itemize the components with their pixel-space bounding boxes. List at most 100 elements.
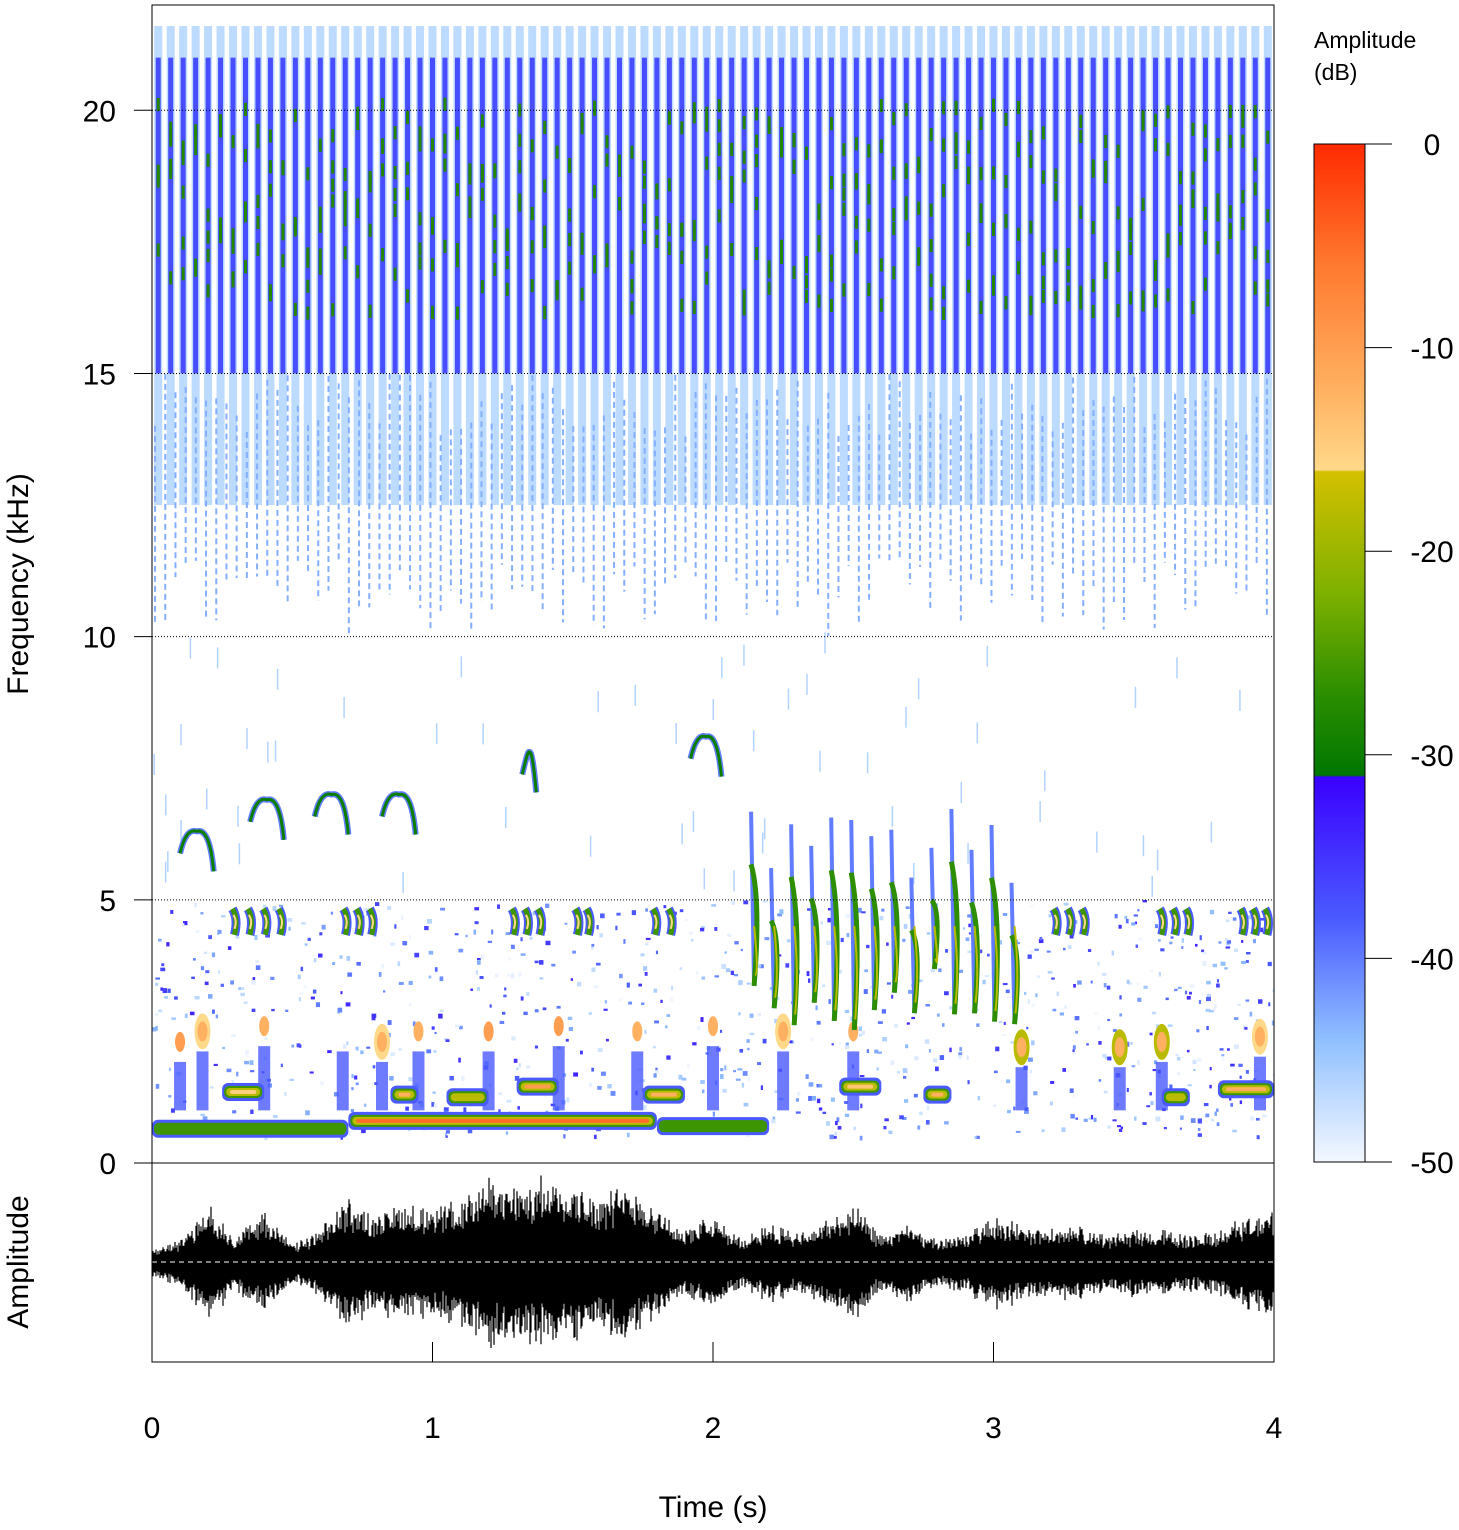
high-band-pulse-peak — [929, 297, 933, 311]
background-speckle — [653, 1046, 657, 1049]
background-speckle — [844, 1009, 850, 1014]
background-speckle — [1225, 919, 1230, 923]
trill-note-core — [1081, 914, 1086, 930]
high-band-pulse-peak — [742, 289, 746, 303]
background-speckle — [679, 967, 683, 970]
high-band-pulse — [504, 57, 510, 374]
background-speckle — [390, 1052, 396, 1057]
background-speckle — [1262, 1114, 1267, 1118]
high-band-pulse-peak — [169, 133, 173, 147]
background-speckle — [1142, 1122, 1147, 1125]
background-speckle — [252, 977, 256, 981]
high-band-pulse-peak — [929, 203, 933, 217]
high-band-pulse-peak — [742, 150, 746, 164]
background-speckle — [925, 1119, 930, 1125]
background-speckle — [503, 994, 507, 998]
high-band-pulse-peak — [879, 139, 883, 153]
background-speckle — [398, 1048, 402, 1051]
background-speckle — [1205, 1113, 1210, 1118]
high-band-pulse-peak — [854, 215, 858, 229]
high-band-pulse-peak — [1141, 298, 1145, 312]
high-band-pulse-peak — [992, 98, 995, 112]
high-band-pulse-peak — [680, 121, 684, 135]
tone-bar-outer — [154, 1122, 347, 1135]
background-speckle — [786, 939, 791, 943]
background-speckle — [655, 950, 658, 955]
high-band-pulse-peak — [1266, 209, 1270, 223]
background-speckle — [443, 1107, 449, 1112]
high-band-pulse-peak — [942, 286, 946, 300]
high-band-pulse-peak — [543, 305, 547, 320]
high-band-pulse-peak — [1029, 302, 1033, 316]
background-speckle — [285, 1009, 289, 1013]
high-band-pulse-peak — [692, 220, 696, 234]
background-speckle — [360, 1050, 364, 1055]
trill-note-core — [1159, 914, 1164, 930]
high-band-pulse-peak — [1253, 182, 1257, 196]
background-speckle — [289, 1078, 294, 1082]
background-speckle — [965, 937, 970, 942]
background-speckle — [1051, 977, 1055, 980]
background-speckle — [1135, 944, 1138, 948]
background-speckle — [514, 1075, 520, 1081]
syllable-blob — [778, 1021, 789, 1042]
high-band-pulse-peak — [406, 289, 410, 303]
high-band-pulse-peak — [331, 160, 335, 174]
high-band-pulse-peak — [306, 306, 310, 320]
high-band-pulse-peak — [1203, 206, 1207, 220]
high-band-pulse-peak — [455, 183, 459, 197]
high-band-pulse-peak — [231, 274, 235, 288]
high-band-pulse-peak — [1041, 289, 1045, 303]
background-speckle — [741, 1082, 745, 1088]
high-band-pulse-peak — [1154, 113, 1158, 127]
background-speckle — [864, 969, 868, 973]
high-band-pulse-peak — [842, 173, 846, 187]
background-speckle — [1230, 1103, 1234, 1107]
background-speckle — [1241, 960, 1246, 964]
high-band-pulse-peak — [543, 179, 547, 193]
high-band-pulse-peak — [867, 282, 871, 297]
background-speckle — [738, 980, 743, 986]
background-speckle — [1189, 984, 1195, 988]
high-band-pulse-peak — [705, 106, 709, 120]
high-band-pulse-peak — [480, 280, 484, 294]
background-speckle — [603, 1008, 608, 1011]
background-speckle — [881, 1009, 887, 1014]
background-speckle — [797, 1092, 801, 1096]
high-band-pulse-peak — [1266, 130, 1270, 144]
background-speckle — [1186, 1049, 1190, 1053]
downsweep-note-core — [753, 926, 758, 977]
background-speckle — [231, 1080, 235, 1084]
background-speckle — [616, 912, 621, 916]
background-speckle — [1138, 937, 1143, 941]
background-speckle — [958, 1052, 963, 1056]
trill-note-core — [278, 914, 283, 930]
background-speckle — [645, 908, 648, 912]
high-band-pulse-peak — [1091, 164, 1095, 178]
high-band-pulse-peak — [630, 145, 634, 159]
high-band-pulse-peak — [1216, 205, 1220, 219]
background-speckle — [993, 1104, 997, 1107]
background-speckle — [449, 1075, 454, 1081]
background-speckle — [461, 1076, 465, 1081]
background-speckle — [1067, 945, 1072, 949]
background-speckle — [644, 1030, 647, 1034]
syllable-smear — [174, 1061, 187, 1111]
background-speckle — [431, 1102, 435, 1107]
background-speckle — [733, 1070, 737, 1073]
background-speckle — [828, 999, 831, 1004]
high-band-pulse-peak — [555, 145, 559, 159]
background-speckle — [1234, 1044, 1239, 1050]
background-speckle — [866, 1049, 870, 1053]
background-speckle — [545, 903, 550, 908]
high-band-pulse-peak — [505, 237, 509, 252]
background-speckle — [642, 1104, 647, 1110]
background-speckle — [712, 1111, 716, 1117]
high-band-pulse-peak — [1029, 220, 1033, 234]
background-speckle — [433, 1103, 438, 1108]
background-speckle — [1087, 949, 1092, 952]
high-band-pulse-peak — [630, 250, 634, 264]
high-band-pulse-peak — [717, 166, 721, 180]
background-speckle — [346, 955, 351, 961]
